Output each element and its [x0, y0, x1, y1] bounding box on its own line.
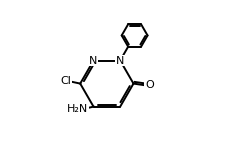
Text: Cl: Cl	[60, 76, 71, 86]
Text: O: O	[145, 80, 154, 90]
Text: N: N	[116, 55, 124, 66]
Text: H₂N: H₂N	[67, 104, 88, 114]
Text: N: N	[89, 55, 98, 66]
